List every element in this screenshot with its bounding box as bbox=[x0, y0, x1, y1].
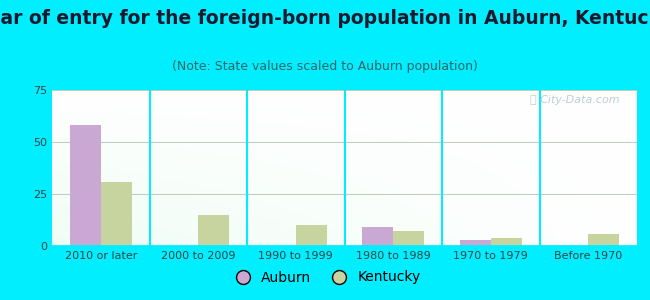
Bar bbox=[70, 125, 101, 246]
Bar bbox=[296, 225, 327, 246]
Bar bbox=[362, 227, 393, 246]
Bar bbox=[198, 215, 229, 246]
Bar bbox=[588, 233, 619, 246]
Bar bbox=[491, 238, 522, 246]
Text: ⓘ City-Data.com: ⓘ City-Data.com bbox=[530, 95, 619, 105]
Bar bbox=[101, 182, 132, 246]
Bar bbox=[393, 231, 424, 246]
Text: Year of entry for the foreign-born population in Auburn, Kentucky: Year of entry for the foreign-born popul… bbox=[0, 9, 650, 28]
Bar bbox=[460, 240, 491, 246]
Text: (Note: State values scaled to Auburn population): (Note: State values scaled to Auburn pop… bbox=[172, 60, 478, 73]
Legend: Auburn, Kentucky: Auburn, Kentucky bbox=[224, 265, 426, 290]
